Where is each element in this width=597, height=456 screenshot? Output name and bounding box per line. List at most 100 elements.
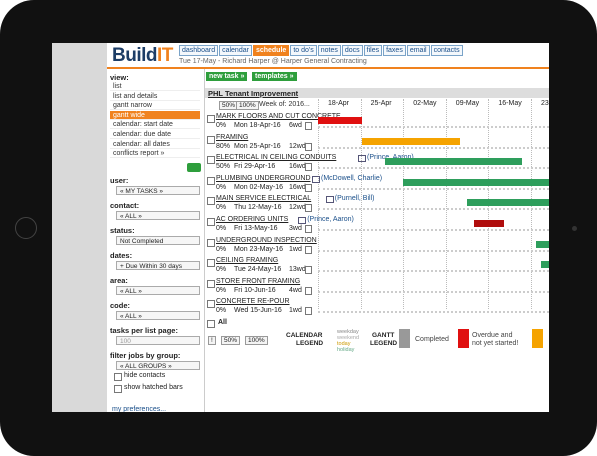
filter-label: dates: (110, 251, 133, 260)
task-percent: 0% (216, 225, 227, 232)
filter-select[interactable]: « ALL » (116, 311, 200, 320)
task-name[interactable]: CONCRETE RE-POUR (216, 298, 290, 306)
gantt-bar (474, 220, 504, 227)
task-name[interactable]: STORE FRONT FRAMING (216, 277, 301, 285)
task-duration: 12wd (289, 142, 306, 150)
task-name[interactable]: UNDERGROUND INSPECTION (216, 236, 317, 244)
task-checkbox[interactable] (207, 218, 215, 226)
nav-tab[interactable]: schedule (252, 45, 290, 56)
day-track (318, 249, 549, 252)
view-option[interactable]: gantt narrow (110, 101, 200, 111)
checkbox-label: hide contacts (124, 372, 166, 379)
duration-dropdown[interactable] (305, 286, 312, 295)
zoom-button[interactable]: 100% (236, 101, 259, 110)
view-option[interactable]: list and details (110, 92, 200, 101)
task-assignee[interactable]: (Prince, Aaron) (367, 154, 414, 162)
legend-swatch (532, 329, 543, 348)
task-start: Mon 23-May-16 (234, 245, 284, 253)
duration-dropdown[interactable] (305, 122, 312, 130)
filter-select[interactable]: « ALL » (116, 286, 200, 295)
checkbox[interactable] (114, 385, 122, 393)
week-label: 09-May (455, 100, 480, 107)
task-checkbox[interactable] (207, 238, 215, 247)
legend-item: weekday (337, 329, 359, 335)
task-duration: 1wd (289, 307, 302, 315)
task-percent: 0% (216, 183, 227, 191)
task-name[interactable]: AC ORDERING UNITS (216, 216, 289, 223)
task-checkbox[interactable] (207, 259, 215, 268)
task-checkbox[interactable] (207, 135, 215, 144)
legend-swatch (458, 329, 469, 348)
toolbar-button[interactable]: templates » (252, 72, 297, 81)
header-rule (107, 67, 549, 69)
task-assignee[interactable]: (McDowell, Charlie) (321, 174, 383, 182)
nav-tab[interactable]: docs (341, 45, 363, 56)
duration-dropdown[interactable] (305, 204, 312, 213)
preferences-link[interactable]: my preferences... (112, 406, 167, 412)
legend-item: today (337, 341, 351, 347)
task-checkbox[interactable] (207, 197, 215, 206)
duration-dropdown[interactable] (305, 163, 312, 172)
nav-tab[interactable]: calendar (219, 45, 252, 56)
screen: BuildIT dashboard calendar schedule to do's… (52, 43, 549, 412)
footer-button[interactable]: 100% (245, 336, 268, 345)
filter-select[interactable]: « MY TASKS » (116, 186, 200, 195)
task-assignee[interactable]: (Prince, Aaron) (307, 216, 354, 223)
task-duration: 13wd (289, 266, 306, 274)
nav-tab[interactable]: files (363, 45, 383, 56)
task-checkbox[interactable] (207, 176, 215, 185)
gantt-bar (403, 178, 549, 186)
duration-dropdown[interactable] (305, 225, 312, 233)
nav-tab[interactable]: contacts (430, 45, 463, 56)
duration-dropdown[interactable] (305, 142, 312, 151)
nav-tab[interactable]: dashboard (179, 45, 219, 56)
refresh-button[interactable] (187, 163, 201, 172)
task-name[interactable]: CEILING FRAMING (216, 257, 279, 265)
filter-select[interactable]: « ALL GROUPS » (116, 361, 200, 370)
filter-select[interactable]: 100 (116, 336, 200, 345)
task-checkbox[interactable] (207, 156, 215, 165)
footer-button[interactable]: ! (208, 336, 216, 345)
task-assignee[interactable]: (Purnell, Bill) (334, 195, 375, 203)
task-start: Tue 24-May-16 (234, 266, 282, 274)
duration-dropdown[interactable] (305, 183, 312, 192)
view-option[interactable]: list (110, 82, 200, 91)
task-name[interactable]: FRAMING (216, 133, 249, 141)
task-start: Mon 25-Apr-16 (234, 142, 281, 150)
view-option[interactable]: conflicts report » (110, 149, 200, 159)
filter-select[interactable]: + Due Within 30 days (116, 261, 200, 270)
task-name[interactable]: PLUMBING UNDERGROUND (216, 174, 311, 182)
view-option[interactable]: calendar: all dates (110, 140, 200, 149)
task-percent: 0% (216, 204, 227, 212)
task-percent: 0% (216, 307, 227, 315)
nav-tab[interactable]: notes (317, 45, 341, 56)
nav-tab[interactable]: faxes (383, 45, 406, 56)
task-checkbox[interactable] (207, 279, 215, 288)
day-track (318, 229, 549, 231)
contact-icon (325, 196, 334, 204)
subline: Tue 17-May - Richard Harper @ Harper Gen… (179, 58, 367, 65)
project-title[interactable]: PHL Tenant Improvement (208, 89, 299, 98)
duration-dropdown[interactable] (305, 266, 312, 275)
week-line (360, 99, 362, 309)
nav-tab[interactable]: to do's (290, 45, 317, 56)
filter-select[interactable]: Not Completed (116, 236, 200, 245)
duration-dropdown[interactable] (305, 245, 312, 254)
toolbar-button[interactable]: new task » (206, 72, 248, 81)
task-checkbox[interactable] (207, 115, 215, 123)
all-checkbox[interactable] (207, 320, 215, 328)
nav-tab[interactable]: email (406, 45, 430, 56)
task-checkbox[interactable] (207, 300, 215, 309)
task-name[interactable]: ELECTRICAL IN CEILING CONDUITS (216, 154, 337, 162)
filter-select[interactable]: « ALL » (116, 211, 200, 220)
checkbox[interactable] (114, 373, 122, 381)
home-button[interactable] (15, 217, 37, 239)
view-option[interactable]: calendar: due date (110, 130, 200, 139)
duration-dropdown[interactable] (305, 307, 312, 316)
task-name[interactable]: MARK FLOORS AND CUT CONCRETE (216, 113, 341, 120)
view-option[interactable]: gantt wide (110, 110, 200, 120)
task-name[interactable]: MAIN SERVICE ELECTRICAL (216, 195, 312, 203)
sidebar-divider (204, 69, 205, 412)
view-option[interactable]: calendar: start date (110, 120, 200, 130)
footer-button[interactable]: 50% (221, 336, 241, 345)
